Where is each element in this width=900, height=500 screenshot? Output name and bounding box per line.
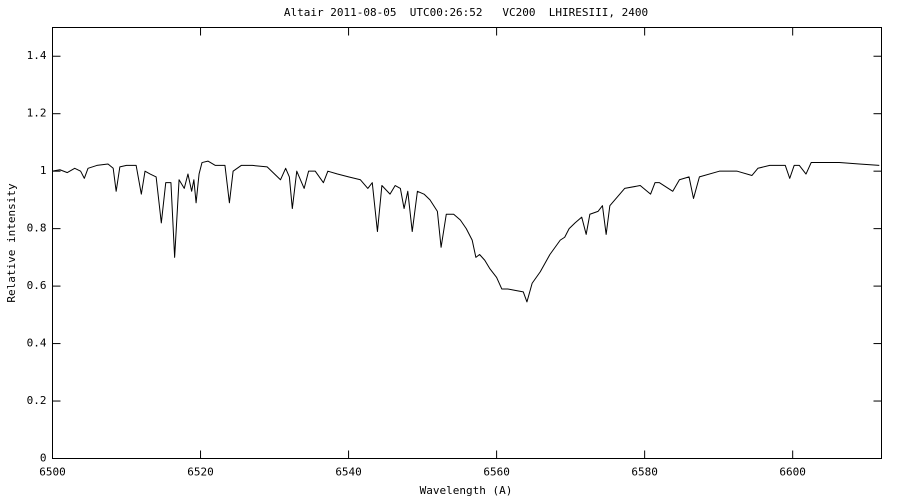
spectrum-line	[52, 160, 880, 303]
x-tick-label: 6600	[779, 466, 806, 479]
y-tick-label: 1.2	[27, 107, 47, 120]
y-tick-label: 1.4	[27, 49, 47, 62]
y-tick-label: 0.6	[27, 279, 47, 292]
y-tick-label: 0.8	[27, 222, 47, 235]
x-tick-label: 6560	[483, 466, 510, 479]
y-axis-label: Relative intensity	[5, 183, 18, 303]
x-axis-label: Wavelength (A)	[420, 484, 513, 497]
x-tick-label: 6500	[39, 466, 66, 479]
plot-frame	[52, 27, 882, 459]
x-tick-label: 6580	[631, 466, 658, 479]
y-tick-label: 0.2	[27, 394, 47, 407]
y-tick-label: 0	[40, 452, 47, 465]
y-tick-label: 0.4	[27, 337, 47, 350]
x-tick-label: 6540	[335, 466, 362, 479]
y-tick-label: 1	[40, 164, 47, 177]
x-tick-label: 6520	[187, 466, 214, 479]
chart-title: Altair 2011-08-05 UTC00:26:52 VC200 LHIR…	[284, 6, 648, 19]
